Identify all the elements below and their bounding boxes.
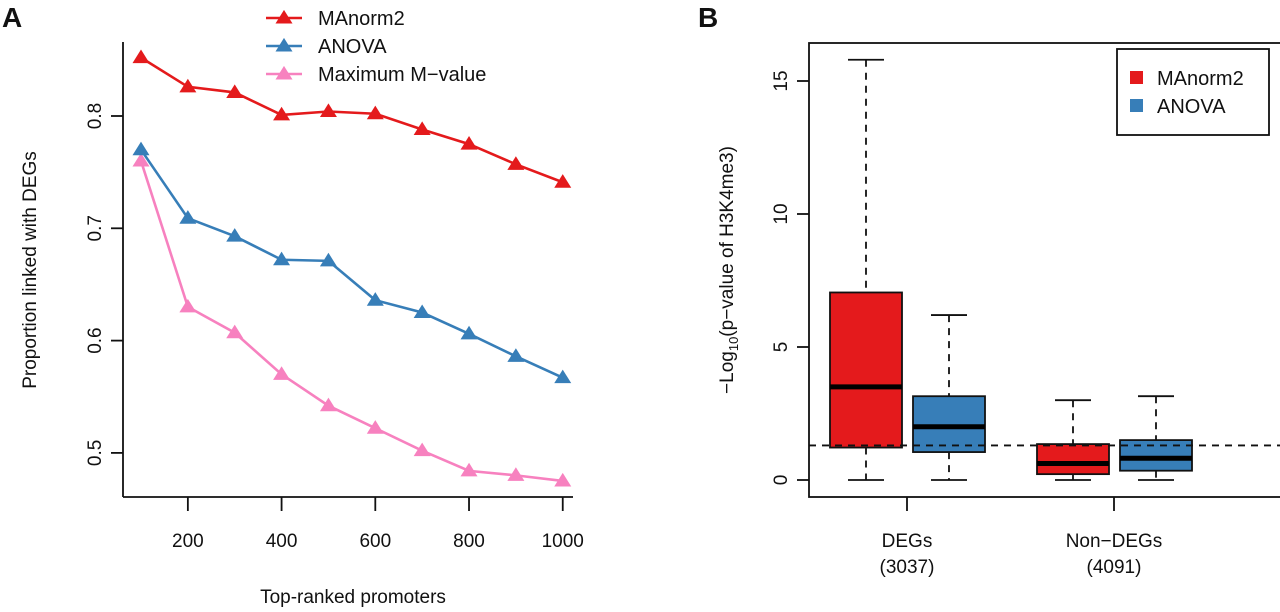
ylabel-prefix: −Log (717, 351, 738, 394)
y-tick-label: 0.8 (85, 103, 106, 129)
panel-b-letter: B (698, 2, 718, 33)
legend-item: ANOVA (1130, 96, 1226, 118)
series-line (140, 56, 564, 184)
data-point-marker (554, 369, 572, 384)
legend-label: MAnorm2 (1157, 68, 1244, 90)
data-point-marker (319, 397, 337, 412)
legend-item: MAnorm2 (266, 8, 405, 30)
panel-b-legend: MAnorm2 ANOVA (1116, 48, 1270, 136)
data-point-marker (460, 325, 478, 340)
category-count: (4091) (1087, 557, 1142, 578)
iqr-box (829, 291, 903, 449)
data-point-marker (132, 141, 150, 156)
box-anova (1119, 395, 1193, 481)
data-point-marker (179, 210, 197, 224)
legend-label: ANOVA (1157, 96, 1226, 118)
panel-a-legend: MAnorm2 ANOVA Maximum M−value (266, 8, 486, 86)
data-point-marker (132, 49, 150, 64)
category-label: Non−DEGs (1066, 531, 1163, 552)
iqr-box (1036, 443, 1110, 476)
data-point-marker (507, 467, 525, 481)
panel-a-series (132, 49, 572, 487)
x-tick-label: 400 (266, 531, 298, 552)
data-point-marker (554, 472, 572, 487)
legend-label: Maximum M−value (318, 64, 486, 86)
series-line (139, 148, 564, 379)
category-label: DEGs (882, 531, 933, 552)
data-point-marker (319, 252, 337, 267)
x-tick-label: 600 (359, 531, 391, 552)
y-tick-label: 0.7 (85, 215, 106, 241)
panel-b-y-ticks: 0 5 10 15 (771, 70, 809, 485)
x-tick-label: 200 (172, 531, 204, 552)
legend-label: ANOVA (318, 36, 387, 58)
data-point-marker (226, 324, 244, 339)
data-point-marker (460, 462, 478, 477)
legend-item: ANOVA (266, 36, 387, 58)
box-manorm2 (829, 58, 903, 481)
panel-a-x-ticks: 200 400 600 800 1000 (172, 497, 584, 552)
panel-a-y-ticks: 0.5 0.6 0.7 0.8 (85, 103, 123, 466)
data-point-marker (460, 136, 478, 150)
y-tick-label: 0.6 (85, 327, 106, 353)
series-manorm2 (132, 49, 572, 188)
panel-b-y-axis-title: −Log10(p−value of H3K4me3) (717, 146, 741, 394)
box-manorm2 (1036, 399, 1110, 481)
panel-b-x-labels: DEGs (3037) Non−DEGs (4091) (880, 497, 1163, 578)
series-line (139, 160, 563, 483)
panel-a-x-axis-title: Top-ranked promoters (260, 587, 446, 608)
data-point-marker (507, 348, 525, 362)
legend-item: Maximum M−value (266, 64, 486, 86)
panel-b-plot-frame (808, 42, 1280, 498)
legend-item: MAnorm2 (1130, 68, 1244, 90)
legend-marker (275, 65, 293, 80)
data-point-marker (366, 420, 384, 434)
legend-marker (275, 37, 293, 52)
legend-swatch (1130, 99, 1143, 112)
panel-a-line-chart: A 0.5 0.6 0.7 0.8 200 400 600 800 1000 Proporti… (2, 2, 584, 608)
panel-b-boxes (829, 58, 1193, 481)
panel-a-y-axis-title: Proportion linked with DEGs (20, 151, 41, 389)
data-point-marker (366, 292, 384, 306)
data-point-marker (179, 78, 197, 93)
series-maximum-m-value (132, 152, 572, 487)
data-point-marker (507, 156, 525, 170)
y-tick-label: 10 (771, 203, 792, 224)
data-point-marker (413, 304, 431, 319)
x-tick-label: 1000 (542, 531, 584, 552)
iqr-box (1119, 439, 1193, 472)
iqr-box (912, 395, 986, 453)
x-tick-label: 800 (453, 531, 485, 552)
panel-a-letter: A (2, 2, 22, 33)
legend-frame (1116, 48, 1270, 136)
y-tick-label: 15 (771, 70, 792, 91)
data-point-marker (273, 251, 291, 266)
data-point-marker (273, 106, 291, 121)
series-anova (132, 141, 572, 384)
legend-swatch (1130, 71, 1143, 84)
legend-label: MAnorm2 (318, 8, 405, 30)
box-anova (912, 314, 986, 481)
data-point-marker (179, 298, 197, 313)
data-point-marker (132, 152, 150, 167)
data-point-marker (413, 121, 431, 136)
y-tick-label: 0 (771, 475, 792, 486)
data-point-marker (226, 84, 244, 98)
legend-marker (275, 9, 293, 24)
data-point-marker (366, 105, 384, 120)
y-tick-label: 5 (771, 342, 792, 353)
data-point-marker (226, 228, 244, 242)
data-point-marker (413, 442, 431, 457)
data-point-marker (554, 174, 572, 188)
data-point-marker (273, 366, 291, 380)
ylabel-suffix: (p−value of H3K4me3) (717, 146, 738, 337)
ylabel-subscript: 10 (726, 337, 741, 351)
y-tick-label: 0.5 (85, 440, 106, 466)
category-count: (3037) (880, 557, 935, 578)
data-point-marker (319, 103, 337, 118)
